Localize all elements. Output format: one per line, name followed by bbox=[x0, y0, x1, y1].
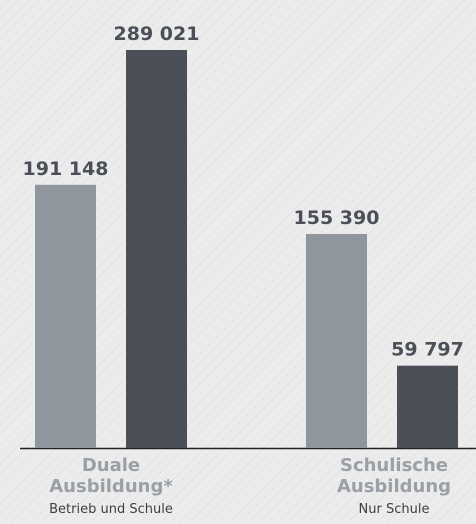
bar bbox=[306, 234, 367, 448]
bar bbox=[126, 50, 187, 448]
value-label: 289 021 bbox=[114, 23, 200, 45]
bar bbox=[35, 185, 96, 448]
chart: 191 148 155 390 289 021 59 797 Duale Ausbil… bbox=[0, 0, 476, 524]
plot: 191 148 155 390 289 021 59 797 bbox=[0, 0, 476, 524]
value-label: 59 797 bbox=[391, 339, 464, 361]
value-label: 155 390 bbox=[294, 207, 380, 229]
value-label: 191 148 bbox=[23, 158, 109, 180]
category-label: Schulische Ausbildung bbox=[324, 455, 464, 497]
category-label: Duale Ausbildung* bbox=[41, 455, 181, 497]
category-note: Betrieb und Schule bbox=[11, 502, 211, 517]
bar bbox=[397, 366, 458, 448]
category-note: Nur Schule bbox=[294, 502, 476, 517]
